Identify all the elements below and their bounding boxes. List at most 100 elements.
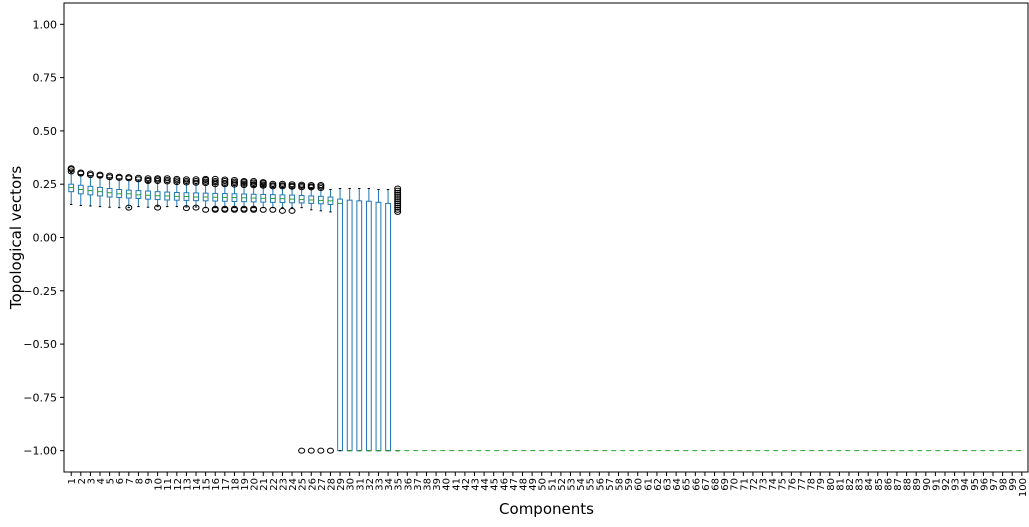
- y-tick-label: 0.75: [33, 72, 58, 85]
- x-tick-label: 42: [461, 478, 472, 491]
- outlier-point: [298, 181, 306, 188]
- x-tick-label: 99: [1008, 478, 1019, 491]
- outlier-point: [211, 175, 219, 182]
- x-tick-label: 65: [682, 478, 693, 491]
- x-tick-label: 3: [86, 478, 97, 484]
- x-tick-label: 82: [845, 478, 856, 491]
- outlier-point: [67, 168, 75, 175]
- outlier-point: [202, 175, 210, 182]
- x-tick-label: 91: [931, 478, 942, 491]
- outlier-point: [240, 178, 248, 185]
- box-body: [375, 201, 382, 452]
- y-tick-label: −0.75: [23, 391, 57, 404]
- x-tick-label: 55: [586, 478, 597, 491]
- outlier-point: [394, 189, 402, 196]
- x-tick-label: 44: [480, 478, 491, 491]
- x-tick-label: 26: [307, 478, 318, 491]
- outlier-point: [394, 204, 402, 211]
- y-tick-label: 0.25: [33, 178, 58, 191]
- x-tick-label: 63: [663, 478, 674, 491]
- y-tick-label: 0.00: [33, 232, 58, 245]
- outlier-point: [394, 200, 402, 207]
- outlier-point: [288, 181, 296, 188]
- box-12: [173, 175, 181, 208]
- x-tick-label: 19: [240, 478, 251, 491]
- outlier-point: [192, 204, 200, 211]
- box-31: [356, 187, 363, 452]
- outlier-point: [240, 205, 248, 212]
- outlier-point: [67, 165, 75, 172]
- x-tick-label: 61: [643, 478, 654, 491]
- outlier-point: [278, 180, 286, 187]
- x-tick-label: 53: [567, 478, 578, 491]
- outlier-point: [394, 208, 402, 215]
- box-19: [240, 178, 248, 213]
- outlier-point: [154, 204, 162, 211]
- x-tick-label: 5: [106, 478, 117, 484]
- x-tick-label: 12: [173, 478, 184, 491]
- outlier-point: [230, 205, 238, 212]
- box-8: [134, 174, 142, 208]
- x-tick-label: 40: [442, 478, 453, 491]
- x-tick-label: 43: [470, 478, 481, 491]
- x-tick-label: 29: [336, 478, 347, 491]
- plot-frame: [63, 2, 1029, 473]
- x-tick-label: 13: [182, 478, 193, 491]
- box-18: [230, 176, 238, 213]
- outlier-point: [394, 193, 402, 200]
- outlier-point: [96, 171, 104, 178]
- x-tick-label: 69: [720, 478, 731, 491]
- x-tick-label: 86: [883, 478, 894, 491]
- x-tick-label: 68: [711, 478, 722, 491]
- outlier-point: [182, 176, 190, 183]
- box-24: [288, 181, 296, 214]
- outlier-point: [317, 182, 325, 189]
- box-7: [125, 174, 133, 211]
- box-body: [365, 200, 372, 452]
- x-tick-label: 23: [278, 478, 289, 491]
- x-tick-label: 9: [144, 478, 155, 484]
- box-2: [77, 169, 85, 207]
- outlier-point: [211, 178, 219, 185]
- outlier-point: [394, 187, 402, 194]
- outlier-point: [326, 447, 334, 454]
- x-tick-label: 4: [96, 478, 107, 484]
- outlier-point: [269, 180, 277, 187]
- x-tick-label: 81: [835, 478, 846, 491]
- y-tick-label: −0.25: [23, 285, 57, 298]
- outlier-point: [250, 178, 258, 185]
- x-tick-label: 89: [912, 478, 923, 491]
- x-tick-label: 16: [211, 478, 222, 491]
- box-4: [96, 171, 104, 208]
- x-tick-label: 66: [691, 478, 702, 491]
- x-tick-label: 56: [595, 478, 606, 491]
- outlier-point: [394, 185, 402, 192]
- outlier-point: [125, 174, 133, 181]
- box-body: [337, 198, 343, 452]
- x-tick-label: 14: [192, 478, 203, 491]
- x-tick-label: 95: [970, 478, 981, 491]
- x-tick-label: 25: [298, 478, 309, 491]
- outlier-point: [163, 175, 171, 182]
- x-tick-label: 1: [67, 478, 78, 484]
- box-26: [307, 182, 315, 454]
- x-tick-label: 54: [576, 478, 587, 491]
- outlier-point: [394, 206, 402, 213]
- box-25: [298, 181, 306, 454]
- outlier-point: [394, 191, 402, 198]
- outlier-point: [394, 196, 402, 203]
- x-tick-label: 76: [787, 478, 798, 491]
- x-tick-label: 39: [432, 478, 443, 491]
- outlier-point: [202, 206, 210, 213]
- y-axis-label: Topological vectors: [7, 166, 25, 310]
- box-9: [144, 175, 152, 208]
- x-tick-label: 70: [730, 478, 741, 491]
- x-tick-label: 75: [778, 478, 789, 491]
- box-body: [356, 200, 363, 452]
- x-tick-label: 97: [989, 478, 1000, 491]
- y-tick-label: 1.00: [33, 18, 58, 31]
- x-tick-label: 47: [509, 478, 520, 491]
- box-35: [394, 185, 402, 452]
- x-tick-label: 73: [759, 478, 770, 491]
